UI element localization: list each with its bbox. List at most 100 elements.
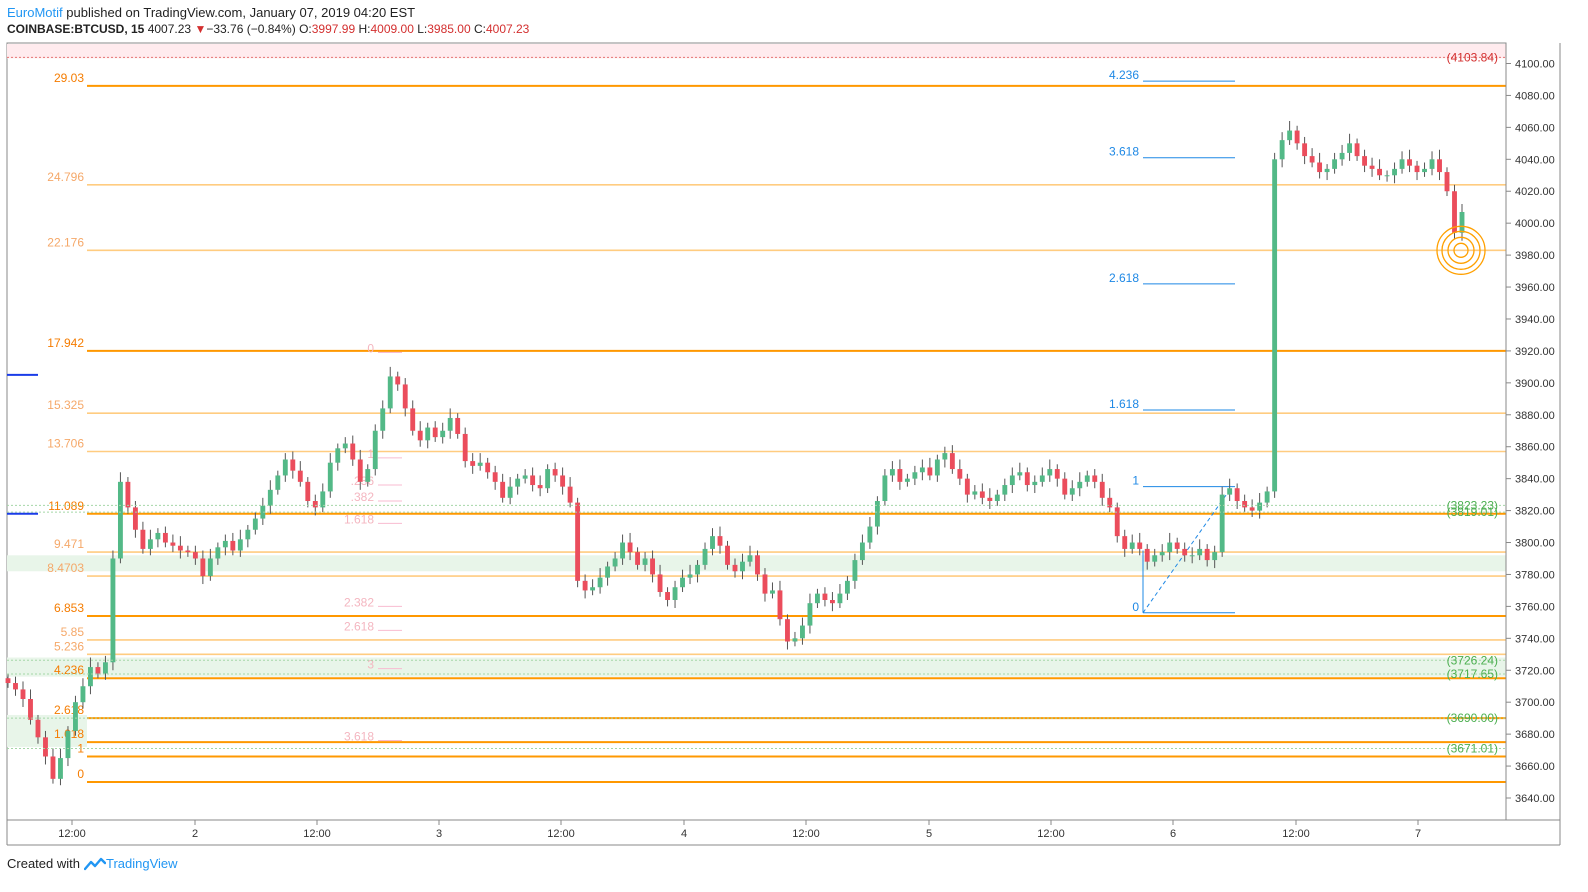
candle-body[interactable]	[192, 552, 198, 559]
candle-body[interactable]	[110, 558, 116, 663]
candle-body[interactable]	[1362, 156, 1368, 166]
candle-body[interactable]	[507, 486, 513, 498]
candle-body[interactable]	[1137, 542, 1143, 549]
candle-body[interactable]	[88, 667, 93, 687]
candle-body[interactable]	[904, 478, 910, 482]
candle-body[interactable]	[245, 529, 251, 540]
candle-body[interactable]	[740, 561, 745, 572]
candle-body[interactable]	[792, 638, 798, 642]
candle-body[interactable]	[949, 453, 955, 470]
candle-body[interactable]	[987, 497, 993, 502]
candle-body[interactable]	[672, 587, 678, 601]
candle-body[interactable]	[65, 730, 71, 759]
candle-body[interactable]	[545, 469, 551, 489]
candle-body[interactable]	[380, 408, 386, 431]
candle-body[interactable]	[1339, 152, 1345, 160]
candle-body[interactable]	[537, 485, 543, 489]
candle-body[interactable]	[1129, 542, 1135, 549]
author-link[interactable]: EuroMotif	[7, 5, 63, 20]
candle-body[interactable]	[132, 507, 138, 530]
candle-body[interactable]	[1062, 478, 1068, 495]
candle-body[interactable]	[912, 472, 918, 479]
candle-body[interactable]	[1009, 475, 1015, 486]
candle-body[interactable]	[402, 384, 408, 409]
candle-body[interactable]	[365, 469, 371, 482]
candle-body[interactable]	[515, 478, 521, 487]
candle-body[interactable]	[417, 430, 423, 441]
candle-body[interactable]	[807, 603, 813, 626]
candle-body[interactable]	[432, 427, 438, 438]
candle-body[interactable]	[1069, 488, 1075, 495]
candle-body[interactable]	[20, 689, 26, 700]
candle-body[interactable]	[972, 491, 978, 495]
candle-body[interactable]	[200, 558, 206, 577]
candle-body[interactable]	[1392, 168, 1397, 176]
candle-body[interactable]	[95, 667, 101, 674]
candle-body[interactable]	[650, 558, 655, 575]
candle-body[interactable]	[1264, 491, 1270, 503]
candle-body[interactable]	[102, 662, 108, 674]
candle-body[interactable]	[275, 475, 281, 490]
candle-body[interactable]	[732, 564, 738, 572]
candle-body[interactable]	[1459, 211, 1465, 233]
candle-body[interactable]	[425, 427, 431, 441]
candle-body[interactable]	[290, 459, 296, 471]
candle-body[interactable]	[597, 577, 603, 588]
candle-body[interactable]	[1219, 494, 1225, 553]
candle-body[interactable]	[1182, 548, 1188, 556]
candle-body[interactable]	[50, 756, 56, 779]
candle-body[interactable]	[13, 683, 18, 690]
candle-body[interactable]	[1242, 501, 1248, 508]
candle-body[interactable]	[222, 540, 228, 548]
candle-body[interactable]	[1092, 475, 1098, 482]
candle-body[interactable]	[1047, 469, 1053, 476]
candle-body[interactable]	[267, 489, 273, 506]
candle-body[interactable]	[1369, 165, 1375, 169]
candle-body[interactable]	[1189, 555, 1195, 557]
candle-body[interactable]	[320, 491, 326, 508]
candle-body[interactable]	[1257, 502, 1263, 511]
candle-body[interactable]	[957, 469, 963, 479]
candle-body[interactable]	[1002, 485, 1008, 495]
candle-body[interactable]	[1272, 159, 1278, 492]
candle-body[interactable]	[1167, 542, 1173, 553]
candle-body[interactable]	[635, 552, 641, 565]
candle-body[interactable]	[335, 448, 341, 463]
candle-body[interactable]	[395, 376, 401, 385]
candle-body[interactable]	[1197, 548, 1203, 556]
candle-body[interactable]	[185, 550, 191, 553]
fib-ext-trendline[interactable]	[1142, 486, 1233, 614]
candle-body[interactable]	[43, 737, 48, 757]
candle-body[interactable]	[35, 719, 41, 738]
candle-body[interactable]	[560, 475, 566, 487]
candle-body[interactable]	[1084, 475, 1090, 482]
candle-body[interactable]	[1212, 552, 1218, 561]
candle-body[interactable]	[1347, 143, 1353, 153]
candle-body[interactable]	[777, 590, 783, 620]
candle-body[interactable]	[800, 625, 805, 639]
candle-body[interactable]	[155, 532, 161, 540]
candle-body[interactable]	[859, 542, 865, 561]
candle-body[interactable]	[1414, 165, 1420, 173]
candle-body[interactable]	[170, 542, 176, 546]
candle-body[interactable]	[1234, 488, 1240, 502]
candle-body[interactable]	[1287, 130, 1293, 141]
candle-body[interactable]	[260, 505, 266, 519]
candle-body[interactable]	[627, 542, 633, 553]
candle-body[interactable]	[1122, 536, 1128, 549]
candle-body[interactable]	[387, 376, 393, 409]
candle-body[interactable]	[1377, 168, 1382, 176]
candle-body[interactable]	[575, 502, 581, 581]
candle-body[interactable]	[5, 678, 11, 684]
candle-body[interactable]	[874, 501, 880, 527]
candle-body[interactable]	[215, 547, 221, 559]
candle-body[interactable]	[522, 475, 528, 479]
candle-body[interactable]	[1294, 130, 1300, 144]
candle-body[interactable]	[1024, 472, 1030, 486]
candle-body[interactable]	[305, 481, 311, 502]
candle-body[interactable]	[357, 459, 363, 482]
candle-body[interactable]	[919, 467, 925, 473]
candle-body[interactable]	[1437, 159, 1442, 173]
candle-body[interactable]	[1077, 481, 1083, 489]
